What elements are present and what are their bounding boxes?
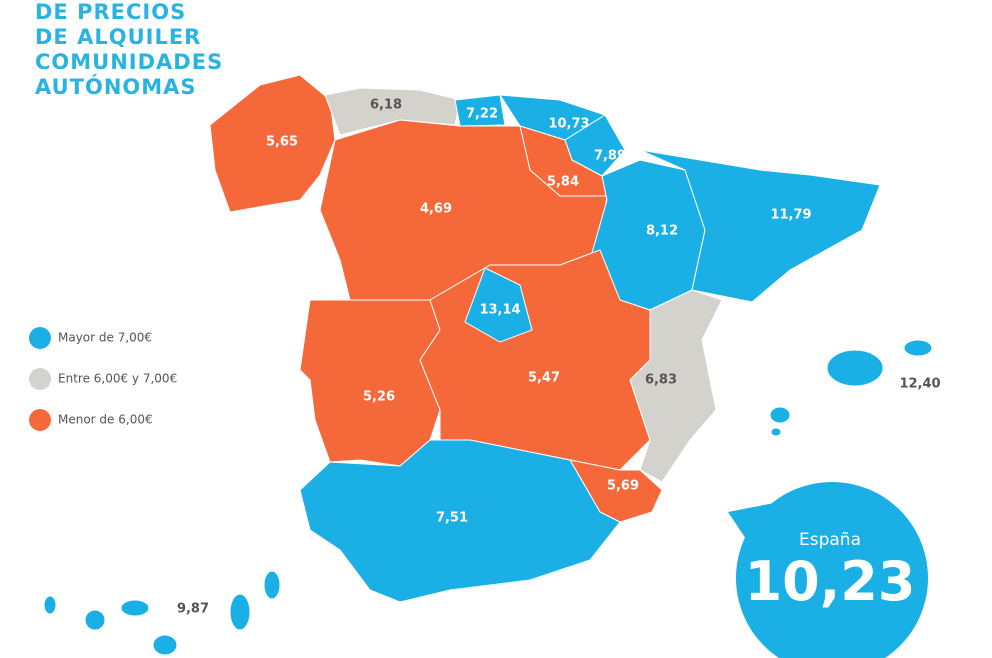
region-baleares: [769, 406, 791, 424]
region-value: 8,12: [646, 224, 678, 239]
region-value: 9,87: [177, 602, 209, 617]
title-line: DE PRECIOS: [35, 0, 186, 24]
national-label: España: [799, 530, 861, 550]
region-galicia: [209, 74, 336, 213]
region-canarias: [43, 595, 57, 615]
region-value: 5,84: [547, 175, 579, 190]
region-value: 11,79: [770, 208, 811, 223]
legend-label: Mayor de 7,00€: [58, 331, 152, 345]
region-canarias: [120, 599, 150, 617]
region-cantabria: [454, 94, 506, 127]
region-value: 6,18: [370, 98, 402, 113]
region-value: 4,69: [420, 202, 452, 217]
legend: Mayor de 7,00€ Entre 6,00€ y 7,00€ Menor d…: [29, 327, 177, 431]
region-value: 5,26: [363, 390, 395, 405]
title: DE PRECIOS DE ALQUILER COMUNIDADES AUTÓN…: [35, 0, 223, 99]
callout-circle: [736, 482, 928, 658]
region-value: 12,40: [899, 377, 940, 392]
map: [43, 74, 933, 656]
region-value: 7,51: [436, 511, 468, 526]
region-cataluna: [639, 149, 881, 303]
legend-swatch: [29, 409, 51, 431]
region-baleares: [826, 349, 884, 387]
region-value: 13,14: [479, 303, 520, 318]
region-madrid: [464, 267, 533, 343]
region-value: 10,73: [548, 117, 589, 132]
region-value: 5,69: [607, 479, 639, 494]
region-andalucia: [299, 439, 621, 603]
region-value: 5,65: [266, 135, 298, 150]
region-baleares: [903, 339, 933, 357]
region-canarias: [152, 634, 178, 656]
legend-swatch: [29, 368, 51, 390]
title-line: DE ALQUILER: [35, 25, 201, 49]
region-baleares: [770, 427, 782, 437]
region-value: 5,47: [528, 371, 560, 386]
region-canarias: [263, 570, 281, 600]
national-value: 10,23: [745, 550, 916, 613]
legend-label: Menor de 6,00€: [58, 413, 153, 427]
title-line: COMUNIDADES: [35, 50, 223, 74]
region-value: 7,22: [466, 107, 498, 122]
legend-swatch: [29, 327, 51, 349]
region-value: 7,89: [594, 149, 626, 164]
region-labels: 5,65 6,18 7,22 10,73 7,89 5,84 4,69 8,12…: [177, 98, 941, 617]
region-canarias: [84, 609, 106, 631]
region-value: 6,83: [645, 373, 677, 388]
legend-label: Entre 6,00€ y 7,00€: [58, 372, 177, 386]
title-line: AUTÓNOMAS: [35, 74, 197, 99]
region-extremadura: [299, 299, 441, 467]
national-callout: España 10,23: [728, 482, 928, 658]
region-canarias: [229, 593, 251, 631]
